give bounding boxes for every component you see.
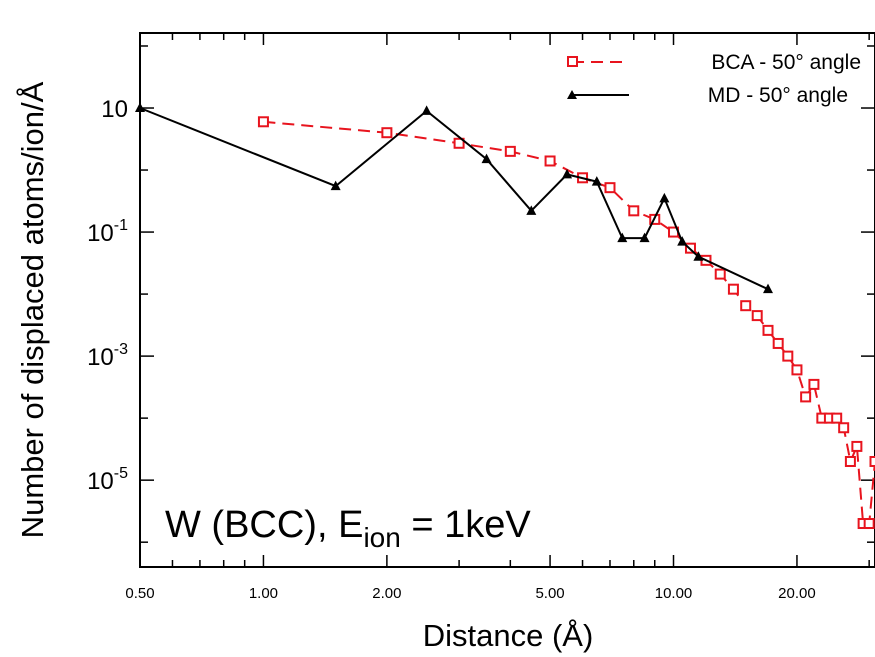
md-point <box>330 180 341 191</box>
md-point <box>677 236 688 246</box>
bca-point <box>831 412 843 424</box>
bca-point <box>628 205 640 217</box>
bca-point <box>504 145 516 157</box>
annotation-tail: = 1keV <box>401 504 532 546</box>
bca-point <box>604 182 616 194</box>
bca-point <box>800 391 812 403</box>
bca-point <box>851 440 863 452</box>
x-tick-label: 0.50 <box>125 585 154 602</box>
md-point <box>562 168 573 179</box>
bca-point <box>869 455 875 467</box>
md-point <box>421 105 432 115</box>
bca-point <box>844 455 856 467</box>
x-tick-label: 5.00 <box>535 585 564 602</box>
md-point <box>659 192 670 203</box>
md-point <box>617 232 628 243</box>
md-point <box>591 176 602 186</box>
bca-point <box>381 127 393 139</box>
md-point <box>481 153 492 164</box>
x-tick-label: 2.00 <box>372 585 401 602</box>
bca-point <box>257 116 269 128</box>
md-point <box>693 251 704 261</box>
bca-point <box>762 324 774 336</box>
annotation-main: W (BCC), E <box>165 504 363 546</box>
legend-bca-label: BCA - 50° angle <box>711 51 861 74</box>
bca-point <box>808 378 820 390</box>
bca-point <box>838 422 850 434</box>
y-tick-label: 10-1 <box>87 217 128 247</box>
md-point <box>135 102 145 113</box>
legend-md-label: MD - 50° angle <box>708 84 848 107</box>
bca-point <box>740 300 752 312</box>
legend-md-marker <box>567 90 577 99</box>
annotation: W (BCC), Eion = 1keV <box>165 504 531 553</box>
x-tick-label: 1.00 <box>249 585 278 602</box>
y-tick-label: 10-5 <box>87 465 128 495</box>
x-tick-label: 10.00 <box>655 585 693 602</box>
bca-point <box>544 155 556 167</box>
y-tick-label: 10 <box>101 96 128 123</box>
axis-ticks <box>139 33 875 567</box>
md-point <box>763 283 774 294</box>
bca-point <box>791 364 803 376</box>
y-tick-labels: 10 10-1 10-3 10-5 <box>87 96 128 495</box>
md-point <box>639 232 650 243</box>
bca-point <box>453 137 465 149</box>
series-layer <box>135 102 875 530</box>
series-line-0 <box>263 120 875 525</box>
annotation-subscript: ion <box>363 522 400 553</box>
bca-point <box>772 337 784 349</box>
legend: BCA - 50° angle MD - 50° angle <box>567 51 861 107</box>
plot-frame <box>139 32 875 568</box>
x-tick-label: 20.00 <box>778 585 816 602</box>
bca-point <box>727 283 739 295</box>
y-axis-label: Number of displaced atoms/ion/Å <box>15 81 50 538</box>
x-axis-label: Distance (Å) <box>423 618 594 653</box>
bca-point <box>751 310 763 322</box>
series-line-1 <box>139 107 769 291</box>
bca-point <box>782 350 794 362</box>
bca-point <box>714 268 726 280</box>
x-tick-labels: 0.50 1.00 2.00 5.00 10.00 20.00 <box>125 585 815 602</box>
y-tick-label: 10-3 <box>87 341 128 371</box>
legend-bca-marker <box>567 56 578 67</box>
md-point <box>526 205 537 215</box>
bca-point <box>863 518 875 530</box>
